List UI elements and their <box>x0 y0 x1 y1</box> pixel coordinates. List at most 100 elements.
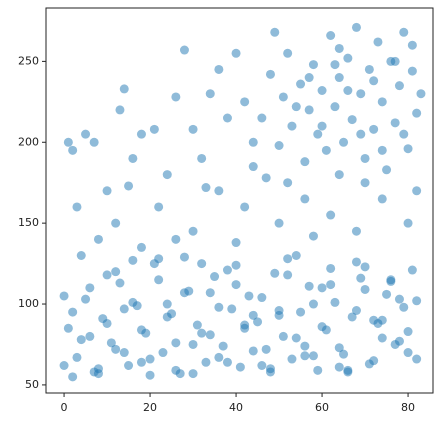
point <box>59 361 69 370</box>
point <box>214 186 224 196</box>
point <box>145 370 155 380</box>
point <box>351 22 361 32</box>
point <box>278 331 288 341</box>
point <box>72 202 82 212</box>
point <box>407 40 417 50</box>
point <box>390 56 400 66</box>
point <box>222 265 232 275</box>
point <box>145 354 155 364</box>
point <box>162 170 172 180</box>
point <box>399 129 409 139</box>
point <box>141 328 151 338</box>
point <box>119 348 129 358</box>
point <box>197 259 207 269</box>
point <box>197 153 207 163</box>
point <box>214 64 224 74</box>
point <box>394 81 404 91</box>
point <box>317 121 327 131</box>
y-tick-label: 100 <box>18 297 39 310</box>
point <box>399 27 409 37</box>
point <box>89 137 99 147</box>
point <box>300 351 310 361</box>
point <box>192 320 202 330</box>
point <box>98 314 108 324</box>
point <box>326 263 336 273</box>
point <box>171 338 181 348</box>
point <box>356 129 366 139</box>
point <box>205 89 215 99</box>
point <box>347 312 357 322</box>
point <box>326 280 336 290</box>
point <box>63 323 73 333</box>
point <box>317 86 327 95</box>
plot-frame <box>45 7 434 394</box>
point <box>257 293 267 303</box>
point <box>248 137 258 147</box>
x-tick-label: 20 <box>143 401 157 414</box>
point <box>136 129 146 139</box>
point <box>244 291 254 301</box>
point <box>334 73 344 83</box>
point <box>308 299 318 309</box>
point <box>63 137 73 147</box>
point <box>382 289 392 299</box>
point <box>278 92 288 102</box>
point <box>210 272 220 282</box>
point <box>240 97 250 107</box>
point <box>308 231 318 241</box>
point <box>416 89 426 99</box>
point <box>369 315 379 325</box>
point <box>317 283 327 293</box>
point <box>360 262 370 272</box>
point <box>291 102 301 112</box>
point <box>369 76 379 86</box>
point <box>377 194 387 204</box>
point <box>111 344 121 354</box>
point <box>412 186 422 196</box>
point <box>115 105 125 115</box>
point <box>188 339 198 349</box>
point <box>248 346 258 356</box>
point <box>270 27 280 37</box>
y-tick-label: 250 <box>18 54 39 67</box>
point <box>154 254 164 264</box>
point <box>304 73 314 83</box>
point <box>291 251 301 260</box>
points <box>59 22 426 382</box>
point <box>351 306 361 315</box>
point <box>356 273 366 283</box>
point <box>399 302 409 312</box>
point <box>300 341 310 351</box>
point <box>261 344 271 354</box>
point <box>360 153 370 163</box>
point <box>240 323 250 333</box>
point <box>240 202 250 212</box>
point <box>81 294 91 304</box>
point <box>390 339 400 349</box>
point <box>394 294 404 304</box>
point <box>248 162 258 172</box>
point <box>313 365 323 375</box>
point <box>214 352 224 362</box>
point <box>175 369 185 379</box>
point <box>119 84 129 94</box>
point <box>356 89 366 99</box>
point <box>136 357 146 367</box>
point <box>171 234 181 244</box>
point <box>222 113 232 123</box>
point <box>81 129 91 139</box>
point <box>386 275 396 285</box>
point <box>59 291 69 301</box>
point <box>283 178 293 188</box>
point <box>377 145 387 155</box>
point <box>68 307 78 317</box>
point <box>124 181 134 191</box>
point <box>347 115 357 125</box>
point <box>184 286 194 296</box>
point <box>235 362 245 372</box>
point <box>403 327 413 337</box>
point <box>106 338 116 348</box>
point <box>382 165 392 175</box>
point <box>201 183 211 193</box>
point <box>334 343 344 353</box>
